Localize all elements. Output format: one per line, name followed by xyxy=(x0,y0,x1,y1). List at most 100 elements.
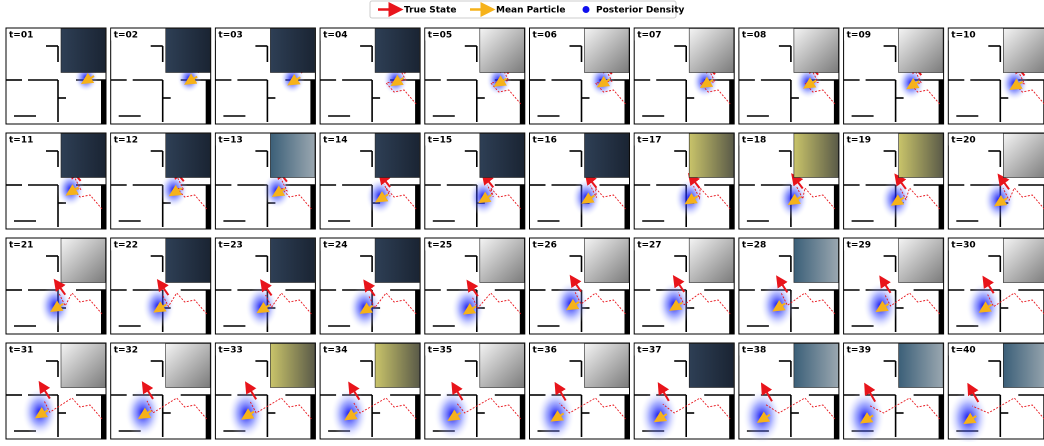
trajectory xyxy=(803,70,836,105)
panel-label: t=02 xyxy=(114,31,138,41)
panel-label: t=06 xyxy=(533,31,557,41)
mean-particle-arrow xyxy=(978,301,993,313)
trajectory xyxy=(385,67,417,105)
observation-image xyxy=(898,238,944,283)
mean-particle-arrow xyxy=(153,301,167,313)
trajectory xyxy=(972,397,1044,420)
panel-label: t=12 xyxy=(114,136,138,146)
label-box xyxy=(425,133,452,146)
panel-frame xyxy=(424,132,526,230)
posterior-density xyxy=(553,281,589,327)
legend-label: Mean Particle xyxy=(496,6,565,16)
posterior-density xyxy=(347,285,382,330)
observation-image xyxy=(584,133,630,178)
trajectory xyxy=(146,397,208,420)
panel: t=35 xyxy=(424,342,526,441)
true-state-arrow xyxy=(569,274,582,293)
map-wall xyxy=(101,80,106,124)
label-box xyxy=(844,28,871,41)
true-state-arrow xyxy=(260,279,273,297)
panel: t=15 xyxy=(424,132,526,230)
observation-image xyxy=(270,238,316,283)
panel: t=27 xyxy=(633,237,735,335)
trajectory xyxy=(70,177,103,210)
map-wall xyxy=(415,395,421,439)
trajectory xyxy=(486,184,522,210)
mean-particle-arrow xyxy=(772,300,786,312)
mean-particle-arrow xyxy=(34,406,49,419)
mean-particle-arrow xyxy=(375,191,389,203)
label-box xyxy=(111,343,138,356)
panel-label: t=03 xyxy=(218,31,242,41)
true-state-arrow xyxy=(38,380,51,400)
panel: t=39 xyxy=(843,342,945,445)
posterior-density xyxy=(450,285,485,331)
trajectory xyxy=(899,187,940,210)
label-box xyxy=(6,133,33,146)
mean-particle-arrow xyxy=(256,301,271,314)
panel: t=32 xyxy=(110,342,212,440)
mean-particle-arrow xyxy=(684,192,699,205)
panel: t=28 xyxy=(738,237,840,335)
trajectory xyxy=(1002,187,1044,210)
label-box xyxy=(215,133,242,146)
true-state-arrow xyxy=(997,173,1010,190)
map-wall xyxy=(205,395,211,439)
label-box xyxy=(634,343,661,356)
map-wall xyxy=(415,80,421,124)
label-box xyxy=(6,343,33,356)
panel-label: t=23 xyxy=(218,241,242,251)
map-wall xyxy=(101,290,106,334)
mean-particle-arrow xyxy=(271,185,286,197)
panel-label: t=15 xyxy=(428,136,452,146)
panel-label: t=07 xyxy=(637,31,661,41)
panel: t=05 xyxy=(424,27,526,125)
map-wall xyxy=(729,80,735,124)
map-wall xyxy=(205,290,211,334)
observation-image xyxy=(374,133,420,178)
trajectory xyxy=(796,186,836,210)
trajectory xyxy=(884,292,940,315)
map-wall xyxy=(624,290,630,334)
trajectory xyxy=(43,397,103,420)
mean-particle-arrow xyxy=(860,412,874,424)
legend: True State Mean Particle Posterior Densi… xyxy=(369,0,685,19)
observation-image xyxy=(374,238,420,283)
panel: t=06 xyxy=(529,27,630,125)
observation-image xyxy=(165,343,211,388)
true-state-arrow xyxy=(776,275,789,293)
observation-image xyxy=(584,28,630,73)
trajectory xyxy=(471,292,522,315)
panel-label: t=11 xyxy=(9,136,33,146)
mean-particle-arrow xyxy=(241,408,255,420)
true-state-arrow xyxy=(687,172,701,189)
map-wall xyxy=(938,395,944,439)
mean-particle-arrow xyxy=(653,410,668,423)
observation-image xyxy=(1002,133,1044,178)
true-state-arrow xyxy=(967,382,980,403)
panel: t=18 xyxy=(738,132,840,230)
mean-particle-arrow xyxy=(65,184,80,196)
panel-label: t=04 xyxy=(323,31,347,41)
true-state-arrow xyxy=(982,275,995,294)
panel: t=01 xyxy=(5,27,107,125)
observation-image xyxy=(479,238,525,283)
map-wall xyxy=(624,80,630,124)
panel-label: t=01 xyxy=(9,31,33,41)
true-state-arrow xyxy=(894,173,907,190)
label-box xyxy=(634,238,661,251)
observation-image xyxy=(898,133,944,178)
mean-particle-arrow xyxy=(875,300,890,313)
observation-image xyxy=(793,343,839,388)
panel: t=30 xyxy=(947,237,1044,335)
legend-icon xyxy=(582,6,590,13)
mean-particle-arrow xyxy=(963,412,977,425)
true-state-arrow xyxy=(672,275,686,293)
label-box xyxy=(320,238,347,251)
legend-label: True State xyxy=(404,6,457,16)
panel-label: t=19 xyxy=(847,136,871,146)
mean-particle-arrow xyxy=(993,194,1008,207)
panel: t=23 xyxy=(214,237,316,335)
mean-particle-arrow xyxy=(478,191,492,204)
